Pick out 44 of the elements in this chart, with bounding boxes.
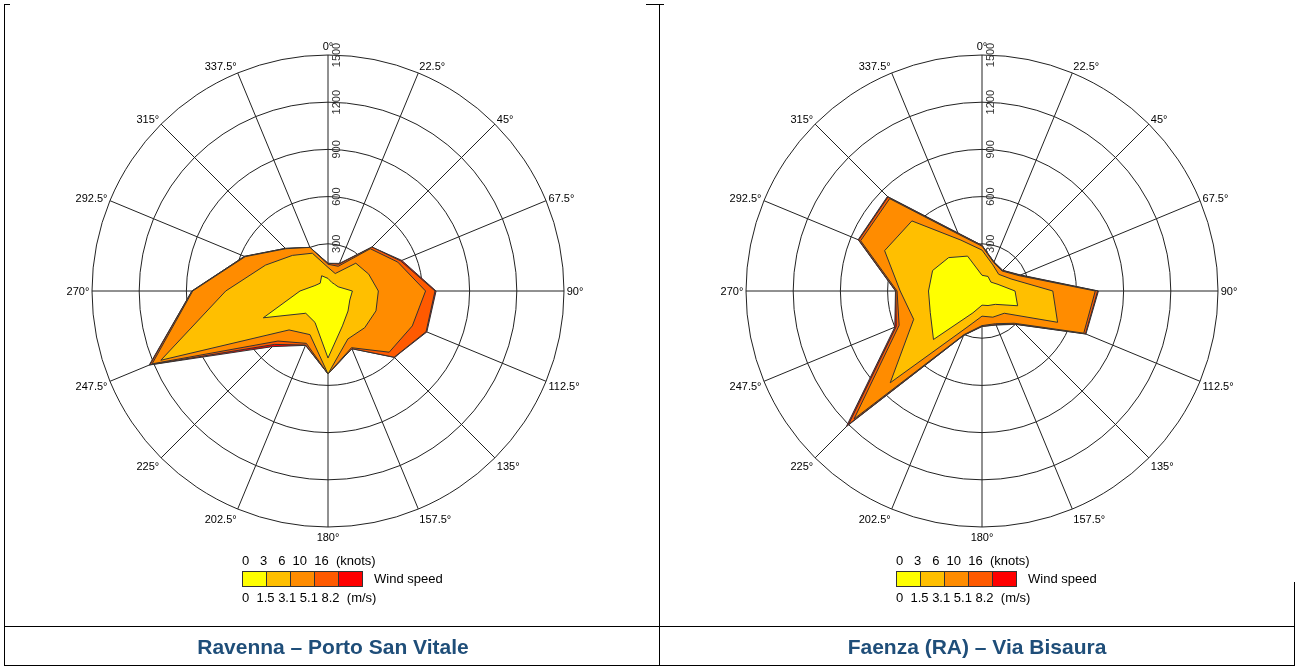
spoke-label: 225° — [136, 460, 160, 473]
spoke-label: 112.5° — [1202, 380, 1234, 393]
spoke-label: 337.5° — [858, 59, 891, 72]
y-tick-label: 300 — [983, 234, 996, 253]
spoke-label: 337.5° — [204, 59, 237, 72]
spoke-label: 112.5° — [548, 380, 580, 393]
spoke-label: 225° — [790, 460, 814, 473]
spoke-label: 292.5° — [75, 192, 108, 205]
spoke-label: 22.5° — [419, 59, 446, 72]
spoke-label: 90° — [566, 284, 584, 297]
legend-title: Wind speed — [374, 571, 443, 587]
y-tick-label: 1200 — [983, 89, 996, 115]
spoke-label: 292.5° — [729, 192, 762, 205]
spoke-label: 67.5° — [548, 192, 575, 205]
spoke-label: 270° — [720, 284, 744, 297]
spoke-label: 157.5° — [419, 513, 452, 526]
y-tick-label: 900 — [329, 140, 342, 159]
spoke-label: 202.5° — [858, 513, 891, 526]
spoke-label: 22.5° — [1073, 59, 1100, 72]
y-tick-label: 300 — [329, 234, 342, 253]
spoke-label: 45° — [496, 113, 514, 126]
wind-speed-scale: 0 3 6 10 16 (knots) Wind speed 0 1.5 3.1 5.1 8.2 (m/s) — [896, 552, 1097, 606]
y-tick-label: 600 — [983, 187, 996, 206]
spoke-label: 180° — [970, 530, 994, 543]
spoke-label: 247.5° — [75, 380, 108, 393]
text: Faenza (RA) – Via Bisaura — [659, 626, 1295, 666]
y-tick-label: 1200 — [329, 89, 342, 115]
spoke-label: 180° — [316, 530, 340, 543]
spoke-label: 90° — [1220, 284, 1238, 297]
text: Ravenna – Porto San Vitale — [5, 626, 661, 666]
spoke-label: 315° — [136, 113, 160, 126]
spoke-label: 135° — [496, 460, 520, 473]
spoke-label: 45° — [1150, 113, 1168, 126]
spoke-label: 67.5° — [1202, 192, 1229, 205]
spoke-label: 315° — [790, 113, 814, 126]
spoke-label: 247.5° — [729, 380, 762, 393]
spoke-label: 202.5° — [204, 513, 237, 526]
legend-title: Wind speed — [1028, 571, 1097, 587]
wind-speed-scale: 0 3 6 10 16 (knots) Wind speed 0 1.5 3.1 5.1 8.2 (m/s) — [242, 552, 443, 606]
spoke-label: 270° — [66, 284, 90, 297]
spoke-label: 135° — [1150, 460, 1174, 473]
y-tick-label: 600 — [329, 187, 342, 206]
spoke-label: 157.5° — [1073, 513, 1106, 526]
y-tick-label: 900 — [983, 140, 996, 159]
